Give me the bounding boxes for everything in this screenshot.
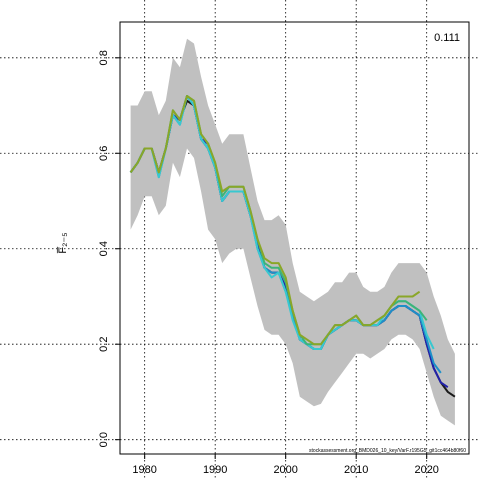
y-axis-label: F̅₂₋₅ (57, 232, 69, 254)
y-tick-label: 0.6 (98, 146, 110, 161)
x-tick-label: 2000 (273, 464, 297, 476)
plot-frame (119, 21, 470, 455)
corner-annotation: 0.111 (434, 32, 460, 44)
confidence-band (130, 38, 455, 426)
x-tick-label: 1980 (132, 464, 156, 476)
y-tick-label: 0.0 (98, 432, 110, 447)
y-tick-label: 0.2 (98, 337, 110, 352)
y-tick-label: 0.4 (98, 241, 110, 256)
y-tick-label: 0.8 (98, 50, 110, 65)
series-line-6 (129, 95, 421, 346)
footnote: stockassessment.org_BMD026_10_key/VarF.r… (309, 448, 466, 454)
x-tick-label: 2010 (344, 464, 368, 476)
y-axis: 0.0 0.2 0.4 0.6 0.8 (98, 50, 120, 447)
band-area (130, 38, 455, 426)
x-axis: 1980 1990 2000 2010 2020 (132, 454, 439, 476)
x-tick-label: 1990 (203, 464, 227, 476)
x-tick-label: 2020 (414, 464, 438, 476)
series-lines (129, 95, 456, 398)
